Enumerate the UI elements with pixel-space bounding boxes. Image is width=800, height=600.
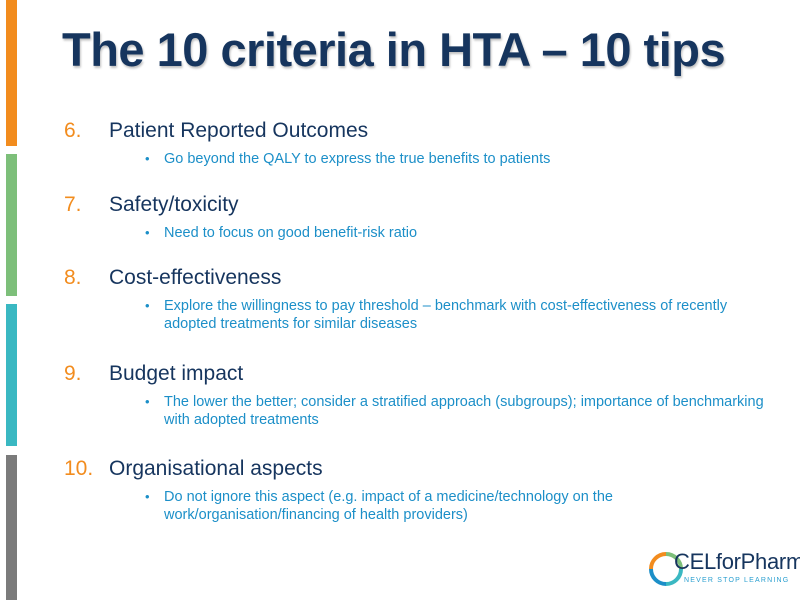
bullet-dot: • <box>145 151 150 166</box>
side-accent-bar-orange <box>6 0 17 146</box>
side-accent-bar-gray <box>6 455 17 600</box>
bullet-dot: • <box>145 489 150 504</box>
criterion-number: 6. <box>64 119 82 142</box>
criterion-tip: Do not ignore this aspect (e.g. impact o… <box>164 489 613 523</box>
criterion-number: 7. <box>64 193 82 216</box>
criterion-tip: Go beyond the QALY to express the true b… <box>164 151 551 167</box>
criterion-number: 8. <box>64 266 82 289</box>
criterion-number: 9. <box>64 362 82 385</box>
criterion-heading: Organisational aspects <box>109 457 323 480</box>
criterion-heading: Patient Reported Outcomes <box>109 119 369 142</box>
bullet-dot: • <box>145 394 150 409</box>
bullet-dot: • <box>145 225 150 240</box>
slide-title: The 10 criteria in HTA – 10 tips <box>62 23 726 76</box>
criterion-tip: Explore the willingness to pay threshold… <box>164 298 728 332</box>
side-accent-bar-teal <box>6 304 17 446</box>
logo-ring-icon <box>649 552 683 586</box>
logo-tagline: NEVER STOP LEARNING <box>684 577 790 584</box>
celforpharma-logo: CELforPharma NEVER STOP LEARNING <box>648 547 800 595</box>
bullet-dot: • <box>145 298 150 313</box>
criterion-heading: Safety/toxicity <box>109 193 239 216</box>
side-accent-bar-green <box>6 154 17 296</box>
criterion-number: 10. <box>64 457 94 480</box>
criterion-heading: Budget impact <box>109 362 244 385</box>
criterion-tip: Need to focus on good benefit-risk ratio <box>164 225 418 241</box>
logo-name: CELforPharma <box>674 549 800 574</box>
criterion-heading: Cost-effectiveness <box>109 266 282 289</box>
criterion-tip: The lower the better; consider a stratif… <box>164 394 764 428</box>
